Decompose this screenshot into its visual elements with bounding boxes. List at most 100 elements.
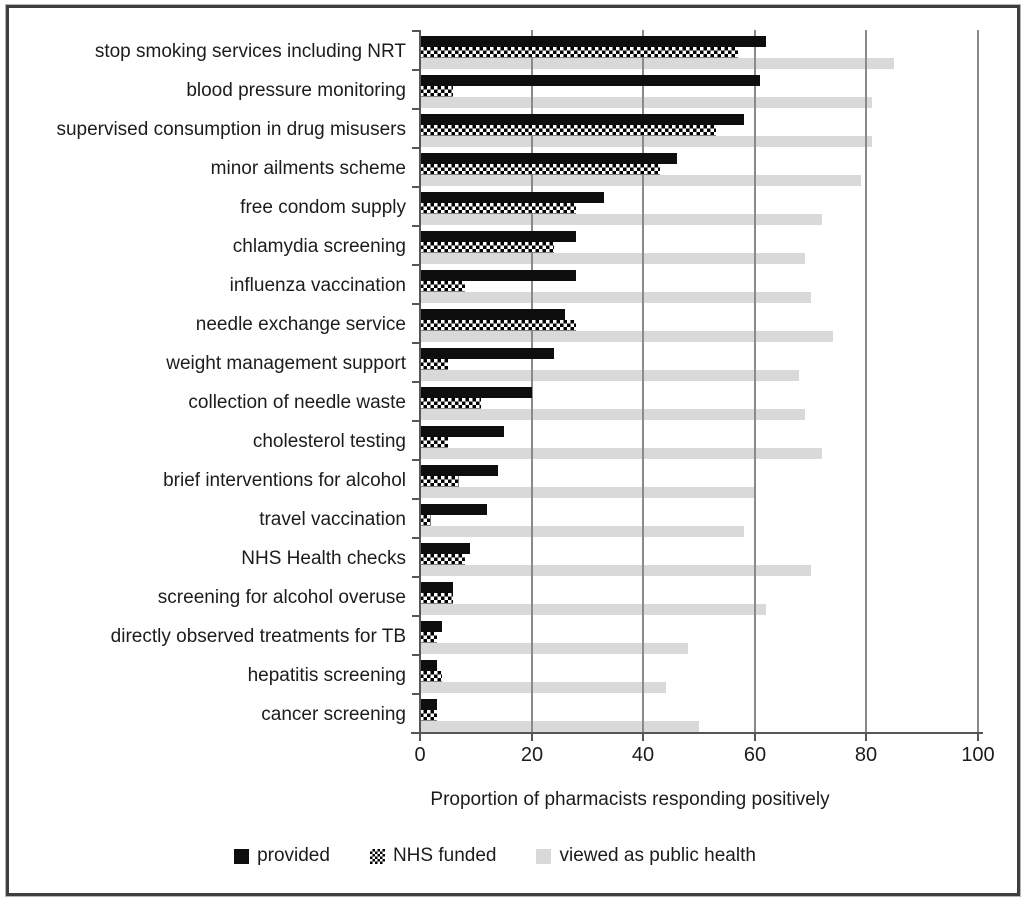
bar-nhs-funded bbox=[420, 710, 437, 721]
category-tick bbox=[412, 654, 420, 656]
category-tick bbox=[412, 498, 420, 500]
chart-row: needle exchange service bbox=[0, 303, 978, 342]
bar-provided bbox=[420, 699, 437, 710]
category-tick bbox=[412, 459, 420, 461]
bar-provided bbox=[420, 387, 532, 398]
gridline bbox=[977, 30, 979, 732]
category-tick bbox=[412, 108, 420, 110]
x-tick-label: 60 bbox=[743, 744, 767, 766]
category-label: directly observed treatments for TB bbox=[110, 625, 406, 647]
bar-nhs-funded bbox=[420, 281, 465, 292]
category-tick bbox=[412, 69, 420, 71]
bar-nhs-funded bbox=[420, 359, 448, 370]
bar-nhs-funded bbox=[420, 476, 459, 487]
category-label: screening for alcohol overuse bbox=[157, 586, 406, 608]
chart-row: weight management support bbox=[0, 342, 978, 381]
category-tick bbox=[412, 30, 420, 32]
chart-row: free condom supply bbox=[0, 186, 978, 225]
legend: provided NHS funded viewed as public healt… bbox=[0, 845, 990, 867]
bar-nhs-funded bbox=[420, 437, 448, 448]
chart-row: directly observed treatments for TB bbox=[0, 615, 978, 654]
category-tick bbox=[412, 303, 420, 305]
bar-provided bbox=[420, 504, 487, 515]
bar-provided bbox=[420, 426, 504, 437]
bar-nhs-funded bbox=[420, 125, 716, 136]
category-label: chlamydia screening bbox=[232, 235, 406, 257]
x-tick bbox=[865, 732, 867, 741]
bar-nhs-funded bbox=[420, 203, 576, 214]
category-axis-line bbox=[419, 30, 421, 734]
category-label: NHS Health checks bbox=[241, 547, 406, 569]
legend-item-viewed-as-public-health: viewed as public health bbox=[536, 845, 756, 867]
x-tick bbox=[531, 732, 533, 741]
bar-viewed-as-public-health bbox=[420, 682, 666, 693]
category-tick bbox=[412, 576, 420, 578]
bar-provided bbox=[420, 192, 604, 203]
bar-viewed-as-public-health bbox=[420, 370, 799, 381]
bar-viewed-as-public-health bbox=[420, 58, 894, 69]
bar-viewed-as-public-health bbox=[420, 721, 699, 732]
chart-row: blood pressure monitoring bbox=[0, 69, 978, 108]
legend-item-provided: provided bbox=[234, 845, 330, 867]
bar-viewed-as-public-health bbox=[420, 487, 755, 498]
bar-viewed-as-public-health bbox=[420, 604, 766, 615]
category-label: supervised consumption in drug misusers bbox=[56, 118, 406, 140]
category-tick bbox=[412, 381, 420, 383]
gridline bbox=[754, 30, 756, 732]
x-axis-title: Proportion of pharmacists responding pos… bbox=[430, 789, 830, 810]
chart-row: minor ailments scheme bbox=[0, 147, 978, 186]
category-label: hepatitis screening bbox=[247, 664, 406, 686]
bar-viewed-as-public-health bbox=[420, 448, 822, 459]
bar-nhs-funded bbox=[420, 554, 465, 565]
category-tick bbox=[412, 693, 420, 695]
bar-provided bbox=[420, 465, 498, 476]
category-label: minor ailments scheme bbox=[210, 157, 406, 179]
x-tick bbox=[977, 732, 979, 741]
chart-row: NHS Health checks bbox=[0, 537, 978, 576]
chart-row: collection of needle waste bbox=[0, 381, 978, 420]
category-tick bbox=[412, 225, 420, 227]
category-label: brief interventions for alcohol bbox=[163, 469, 406, 491]
bar-viewed-as-public-health bbox=[420, 175, 861, 186]
category-label: collection of needle waste bbox=[188, 391, 406, 413]
chart-row: supervised consumption in drug misusers bbox=[0, 108, 978, 147]
chart-row: brief interventions for alcohol bbox=[0, 459, 978, 498]
x-tick-label: 80 bbox=[854, 744, 878, 766]
bar-nhs-funded bbox=[420, 515, 431, 526]
category-label: weight management support bbox=[166, 352, 406, 374]
legend-item-nhs-funded: NHS funded bbox=[369, 845, 496, 867]
bar-viewed-as-public-health bbox=[420, 565, 811, 576]
x-tick bbox=[419, 732, 421, 741]
bar-viewed-as-public-health bbox=[420, 331, 833, 342]
legend-swatch-crosshatch bbox=[369, 848, 385, 864]
bar-provided bbox=[420, 270, 576, 281]
bar-nhs-funded bbox=[420, 242, 554, 253]
bar-viewed-as-public-health bbox=[420, 409, 805, 420]
bar-nhs-funded bbox=[420, 632, 437, 643]
x-tick-label: 0 bbox=[414, 744, 426, 766]
category-label: travel vaccination bbox=[259, 508, 406, 530]
chart-row: cholesterol testing bbox=[0, 420, 978, 459]
bar-provided bbox=[420, 660, 437, 671]
bar-provided bbox=[420, 543, 470, 554]
legend-swatch-solid-black bbox=[234, 848, 250, 864]
bar-nhs-funded bbox=[420, 86, 453, 97]
bar-nhs-funded bbox=[420, 398, 481, 409]
category-label: needle exchange service bbox=[195, 313, 406, 335]
x-tick bbox=[754, 732, 756, 741]
legend-label: viewed as public health bbox=[559, 845, 756, 866]
category-tick bbox=[412, 342, 420, 344]
x-tick-label: 100 bbox=[961, 744, 995, 766]
category-label: cholesterol testing bbox=[252, 430, 406, 452]
legend-swatch-light-gray bbox=[536, 848, 552, 864]
bar-viewed-as-public-health bbox=[420, 292, 811, 303]
chart-row: cancer screening bbox=[0, 693, 978, 732]
bar-provided bbox=[420, 309, 565, 320]
bar-provided bbox=[420, 36, 766, 47]
bar-nhs-funded bbox=[420, 671, 442, 682]
chart-row: influenza vaccination bbox=[0, 264, 978, 303]
chart-row: travel vaccination bbox=[0, 498, 978, 537]
gridline bbox=[865, 30, 867, 732]
gridline bbox=[531, 30, 533, 732]
category-label: cancer screening bbox=[261, 703, 406, 725]
